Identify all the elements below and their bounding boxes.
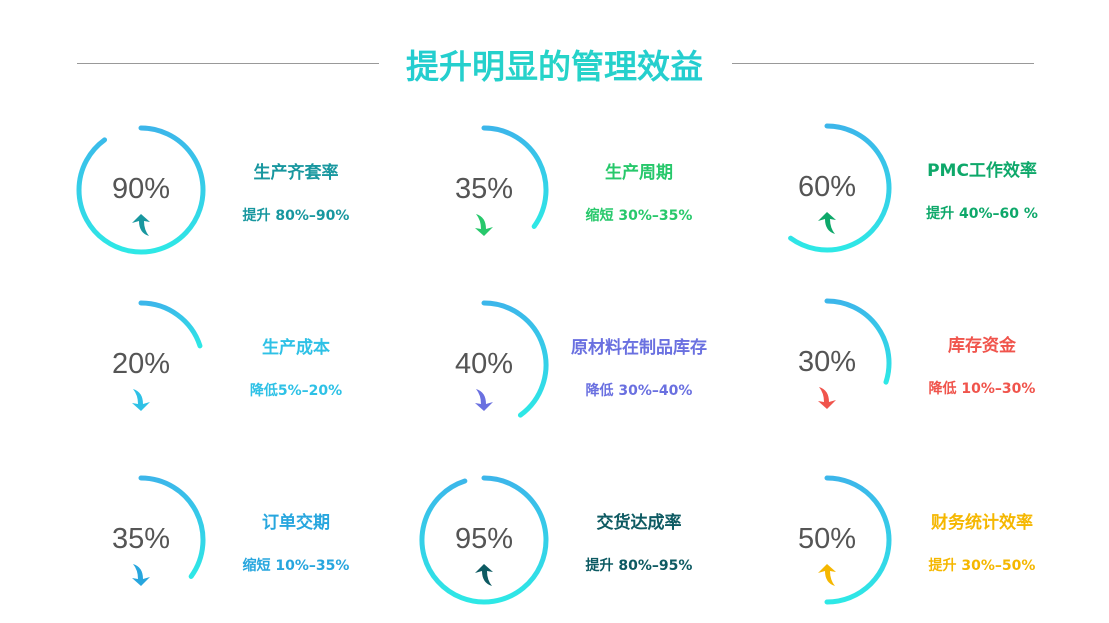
- metric-name: 原材料在制品库存: [571, 338, 707, 358]
- progress-arc: [481, 300, 549, 418]
- metric-card: 50% 财务统计效率 提升 30%–50%: [762, 475, 1092, 623]
- metric-name: 交货达成率: [596, 513, 682, 533]
- progress-ring: [824, 298, 892, 385]
- metric-card: 35% 生产周期 缩短 30%–35%: [419, 125, 749, 275]
- percent-value: 90%: [111, 173, 171, 205]
- divider-right: [732, 63, 1034, 64]
- progress-ring: [481, 300, 549, 418]
- percent-value: 60%: [797, 171, 857, 203]
- progress-ring: [138, 300, 203, 349]
- metric-detail: 提升 80%–95%: [585, 558, 693, 574]
- metric-card: 35% 订单交期 缩短 10%–35%: [76, 475, 406, 623]
- progress-ring: [76, 125, 206, 255]
- arrow-down-icon: [475, 214, 493, 236]
- metric-detail: 提升 80%–90%: [242, 208, 350, 224]
- metric-name: 生产齐套率: [253, 163, 339, 183]
- percent-value: 95%: [454, 523, 514, 555]
- arrow-down-icon: [132, 389, 150, 411]
- arrow-up-icon: [818, 564, 836, 586]
- metric-name: PMC工作效率: [927, 161, 1037, 181]
- progress-arc: [419, 475, 549, 605]
- metric-detail: 缩短 10%–35%: [242, 558, 350, 574]
- percent-value: 20%: [111, 348, 171, 380]
- percent-value: 35%: [454, 173, 514, 205]
- progress-ring: [824, 475, 892, 605]
- percent-value: 35%: [111, 523, 171, 555]
- percent-value: 30%: [797, 346, 857, 378]
- arrow-up-icon: [818, 212, 836, 234]
- divider-left: [77, 63, 379, 64]
- metric-name: 订单交期: [262, 513, 330, 533]
- metric-card: 30% 库存资金 降低 10%–30%: [762, 298, 1092, 448]
- arrow-down-icon: [475, 389, 493, 411]
- metric-card: 90% 生产齐套率 提升 80%–90%: [76, 125, 406, 275]
- metric-detail: 提升 40%–60 %: [926, 206, 1038, 222]
- metric-card: 95% 交货达成率 提升 80%–95%: [419, 475, 749, 623]
- metric-name: 财务统计效率: [931, 513, 1033, 533]
- page-title: 提升明显的管理效益: [0, 40, 1109, 88]
- arrow-up-icon: [132, 214, 150, 236]
- progress-ring: [788, 123, 892, 253]
- arrow-down-icon: [132, 564, 150, 586]
- arrow-down-icon: [818, 387, 836, 409]
- percent-value: 40%: [454, 348, 514, 380]
- metric-card: 60% PMC工作效率 提升 40%–60 %: [762, 123, 1092, 273]
- progress-ring: [419, 475, 549, 605]
- metric-card: 20% 生产成本 降低5%–20%: [76, 300, 406, 450]
- metric-detail: 降低 10%–30%: [928, 381, 1036, 397]
- metric-name: 生产周期: [605, 163, 673, 183]
- metric-name: 库存资金: [948, 336, 1016, 356]
- percent-value: 50%: [797, 523, 857, 555]
- progress-arc: [138, 475, 206, 579]
- progress-arc: [788, 123, 892, 253]
- metric-detail: 降低5%–20%: [249, 383, 343, 399]
- progress-arc: [824, 298, 892, 385]
- metric-detail: 缩短 30%–35%: [585, 208, 693, 224]
- metric-name: 生产成本: [262, 338, 330, 358]
- arrow-up-icon: [475, 564, 493, 586]
- progress-arc: [138, 300, 203, 349]
- metric-detail: 降低 30%–40%: [585, 383, 693, 399]
- metric-card: 40% 原材料在制品库存 降低 30%–40%: [419, 300, 749, 450]
- progress-arc: [76, 125, 206, 255]
- progress-ring: [481, 125, 549, 229]
- metric-detail: 提升 30%–50%: [928, 558, 1036, 574]
- progress-arc: [481, 125, 549, 229]
- progress-ring: [138, 475, 206, 579]
- progress-arc: [824, 475, 892, 605]
